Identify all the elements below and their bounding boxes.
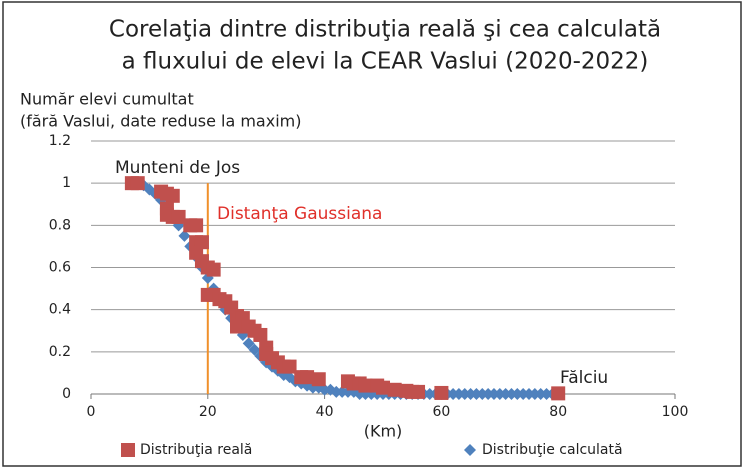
legend-label: Distribuţia reală — [140, 442, 252, 458]
y-tick-label: 1.2 — [49, 133, 71, 149]
legend-marker — [121, 443, 135, 457]
point — [178, 229, 191, 242]
y-tick-label: 0.6 — [49, 260, 71, 276]
point — [206, 262, 221, 277]
annotation: Distanţa Gaussiana — [217, 204, 382, 224]
point — [300, 370, 315, 385]
point — [311, 372, 326, 387]
x-tick-label: 60 — [432, 404, 450, 420]
y-tick-label: 0.2 — [49, 344, 71, 360]
point — [282, 359, 297, 374]
y-tick-label: 1 — [62, 175, 71, 191]
point — [253, 327, 268, 342]
point — [248, 343, 261, 356]
point — [434, 385, 449, 400]
legend-marker — [464, 444, 476, 456]
y-tick-label: 0.8 — [49, 217, 71, 233]
point — [411, 384, 426, 399]
x-tick-label: 80 — [549, 404, 567, 420]
point — [387, 382, 402, 397]
point — [242, 337, 255, 350]
point — [194, 235, 209, 250]
annotation: Fălciu — [560, 368, 608, 388]
point — [165, 188, 180, 203]
y-tick-label: 0 — [62, 386, 71, 402]
point — [171, 209, 186, 224]
x-tick-label: 100 — [662, 404, 689, 420]
legend-label: Distribuţie calculată — [482, 442, 623, 458]
x-tick-label: 0 — [87, 404, 96, 420]
y-tick-label: 0.4 — [49, 302, 71, 318]
x-axis-label: (Km) — [364, 422, 403, 441]
x-tick-label: 20 — [199, 404, 217, 420]
y-axis-label: Număr elevi cumultat — [20, 90, 194, 109]
y-axis-label: (fără Vaslui, date reduse la maxim) — [20, 112, 301, 131]
point — [230, 319, 244, 334]
point — [376, 380, 390, 395]
point — [130, 176, 145, 191]
point — [189, 218, 204, 233]
x-tick-label: 40 — [316, 404, 334, 420]
point — [551, 386, 566, 401]
chart-title: a fluxului de elevi la CEAR Vaslui (2020… — [122, 49, 649, 75]
annotation: Munteni de Jos — [115, 158, 240, 178]
point — [358, 378, 373, 393]
chart-title: Corelaţia dintre distribuţia reală şi ce… — [109, 17, 661, 43]
